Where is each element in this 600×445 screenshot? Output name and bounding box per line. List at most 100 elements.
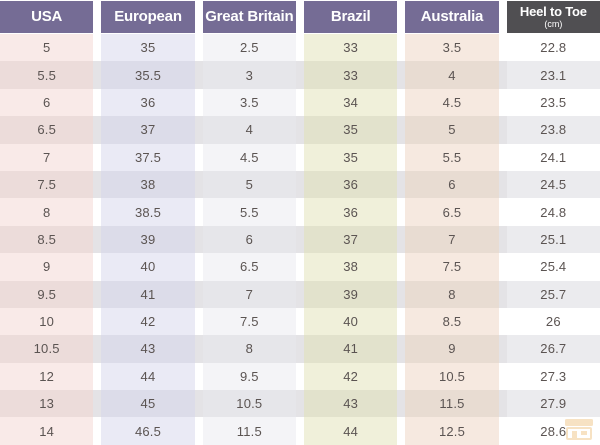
- cell-usa: 6: [0, 88, 94, 117]
- table-row: 12 44 9.5 42 10.5 27.3: [0, 362, 600, 391]
- cell-great-britain: 5: [202, 170, 296, 199]
- column-header-sublabel: (cm): [544, 18, 563, 29]
- cell-heel-to-toe: 24.8: [506, 198, 600, 226]
- cell-european: 39: [101, 225, 195, 254]
- cell-heel-to-toe: 22.8: [506, 34, 600, 62]
- cell-european: 35.5: [101, 61, 195, 89]
- cell-european: 45: [101, 390, 195, 418]
- table-row: 7 37.5 4.5 35 5.5 24.1: [0, 143, 600, 171]
- cell-brazil: 34: [304, 88, 398, 117]
- cell-usa: 14: [0, 417, 94, 445]
- column-header-european: European: [101, 1, 195, 33]
- cell-heel-to-toe: 27.9: [506, 390, 600, 418]
- table-row: 9 40 6.5 38 7.5 25.4: [0, 253, 600, 281]
- column-header-label: Brazil: [330, 8, 371, 26]
- cell-australia: 6.5: [405, 198, 499, 226]
- cell-european: 44: [101, 362, 195, 391]
- cell-usa: 7: [0, 143, 94, 171]
- column-header-label: Great Britain: [205, 8, 294, 26]
- cell-great-britain: 4: [202, 116, 296, 144]
- cell-usa: 13: [0, 390, 94, 418]
- cell-heel-to-toe: 28.6: [506, 417, 600, 445]
- table-header-row: USA European Great Britain Brazil Austra…: [0, 0, 600, 34]
- cell-european: 35: [101, 34, 195, 62]
- cell-usa: 7.5: [0, 170, 94, 199]
- cell-australia: 10.5: [405, 362, 499, 391]
- table-row: 6 36 3.5 34 4.5 23.5: [0, 88, 600, 117]
- table-row: 10.5 43 8 41 9 26.7: [0, 335, 600, 363]
- column-header-great-britain: Great Britain: [202, 1, 296, 33]
- cell-heel-to-toe: 27.3: [506, 362, 600, 391]
- cell-brazil: 37: [304, 225, 398, 254]
- cell-heel-to-toe: 23.5: [506, 88, 600, 117]
- cell-european: 37.5: [101, 143, 195, 171]
- cell-usa: 8.5: [0, 225, 94, 254]
- cell-great-britain: 7.5: [202, 307, 296, 336]
- cell-australia: 8: [405, 280, 499, 308]
- cell-great-britain: 3.5: [202, 88, 296, 117]
- cell-brazil: 36: [304, 170, 398, 199]
- cell-australia: 9: [405, 335, 499, 363]
- column-header-heel-to-toe: Heel to Toe (cm): [506, 1, 600, 33]
- table-row: 6.5 37 4 35 5 23.8: [0, 116, 600, 144]
- cell-brazil: 40: [304, 307, 398, 336]
- cell-great-britain: 3: [202, 61, 296, 89]
- cell-european: 37: [101, 116, 195, 144]
- cell-heel-to-toe: 26: [506, 307, 600, 336]
- cell-usa: 6.5: [0, 116, 94, 144]
- cell-great-britain: 10.5: [202, 390, 296, 418]
- cell-usa: 5.5: [0, 61, 94, 89]
- column-header-label: Heel to Toe: [519, 3, 587, 19]
- column-header-label: USA: [31, 8, 63, 26]
- cell-australia: 6: [405, 170, 499, 199]
- cell-brazil: 33: [304, 61, 398, 89]
- cell-usa: 12: [0, 362, 94, 391]
- cell-european: 36: [101, 88, 195, 117]
- column-header-label: European: [114, 8, 182, 26]
- cell-great-britain: 4.5: [202, 143, 296, 171]
- cell-european: 38.5: [101, 198, 195, 226]
- cell-heel-to-toe: 23.1: [506, 61, 600, 89]
- cell-australia: 4.5: [405, 88, 499, 117]
- cell-great-britain: 5.5: [202, 198, 296, 226]
- cell-australia: 7.5: [405, 253, 499, 281]
- cell-great-britain: 6.5: [202, 253, 296, 281]
- cell-great-britain: 6: [202, 225, 296, 254]
- cell-brazil: 41: [304, 335, 398, 363]
- cell-great-britain: 11.5: [202, 417, 296, 445]
- table-row: 7.5 38 5 36 6 24.5: [0, 170, 600, 199]
- cell-european: 40: [101, 253, 195, 281]
- cell-heel-to-toe: 25.4: [506, 253, 600, 281]
- cell-european: 41: [101, 280, 195, 308]
- cell-usa: 10: [0, 307, 94, 336]
- table-row: 8.5 39 6 37 7 25.1: [0, 225, 600, 254]
- column-header-label: Australia: [420, 8, 484, 26]
- table-row: 5 35 2.5 33 3.5 22.8: [0, 34, 600, 62]
- cell-european: 43: [101, 335, 195, 363]
- cell-heel-to-toe: 26.7: [506, 335, 600, 363]
- cell-brazil: 38: [304, 253, 398, 281]
- cell-european: 46.5: [101, 417, 195, 445]
- cell-australia: 4: [405, 61, 499, 89]
- column-header-australia: Australia: [405, 1, 499, 33]
- cell-great-britain: 7: [202, 280, 296, 308]
- cell-usa: 5: [0, 34, 94, 62]
- table-row: 14 46.5 11.5 44 12.5 28.6: [0, 417, 600, 445]
- cell-usa: 10.5: [0, 335, 94, 363]
- cell-usa: 9.5: [0, 280, 94, 308]
- cell-brazil: 44: [304, 417, 398, 445]
- cell-australia: 7: [405, 225, 499, 254]
- column-header-brazil: Brazil: [304, 1, 398, 33]
- cell-great-britain: 9.5: [202, 362, 296, 391]
- cell-brazil: 36: [304, 198, 398, 226]
- cell-heel-to-toe: 25.1: [506, 225, 600, 254]
- cell-brazil: 43: [304, 390, 398, 418]
- cell-brazil: 33: [304, 34, 398, 62]
- cell-european: 42: [101, 307, 195, 336]
- cell-usa: 9: [0, 253, 94, 281]
- cell-australia: 12.5: [405, 417, 499, 445]
- cell-heel-to-toe: 24.1: [506, 143, 600, 171]
- cell-heel-to-toe: 25.7: [506, 280, 600, 308]
- cell-brazil: 42: [304, 362, 398, 391]
